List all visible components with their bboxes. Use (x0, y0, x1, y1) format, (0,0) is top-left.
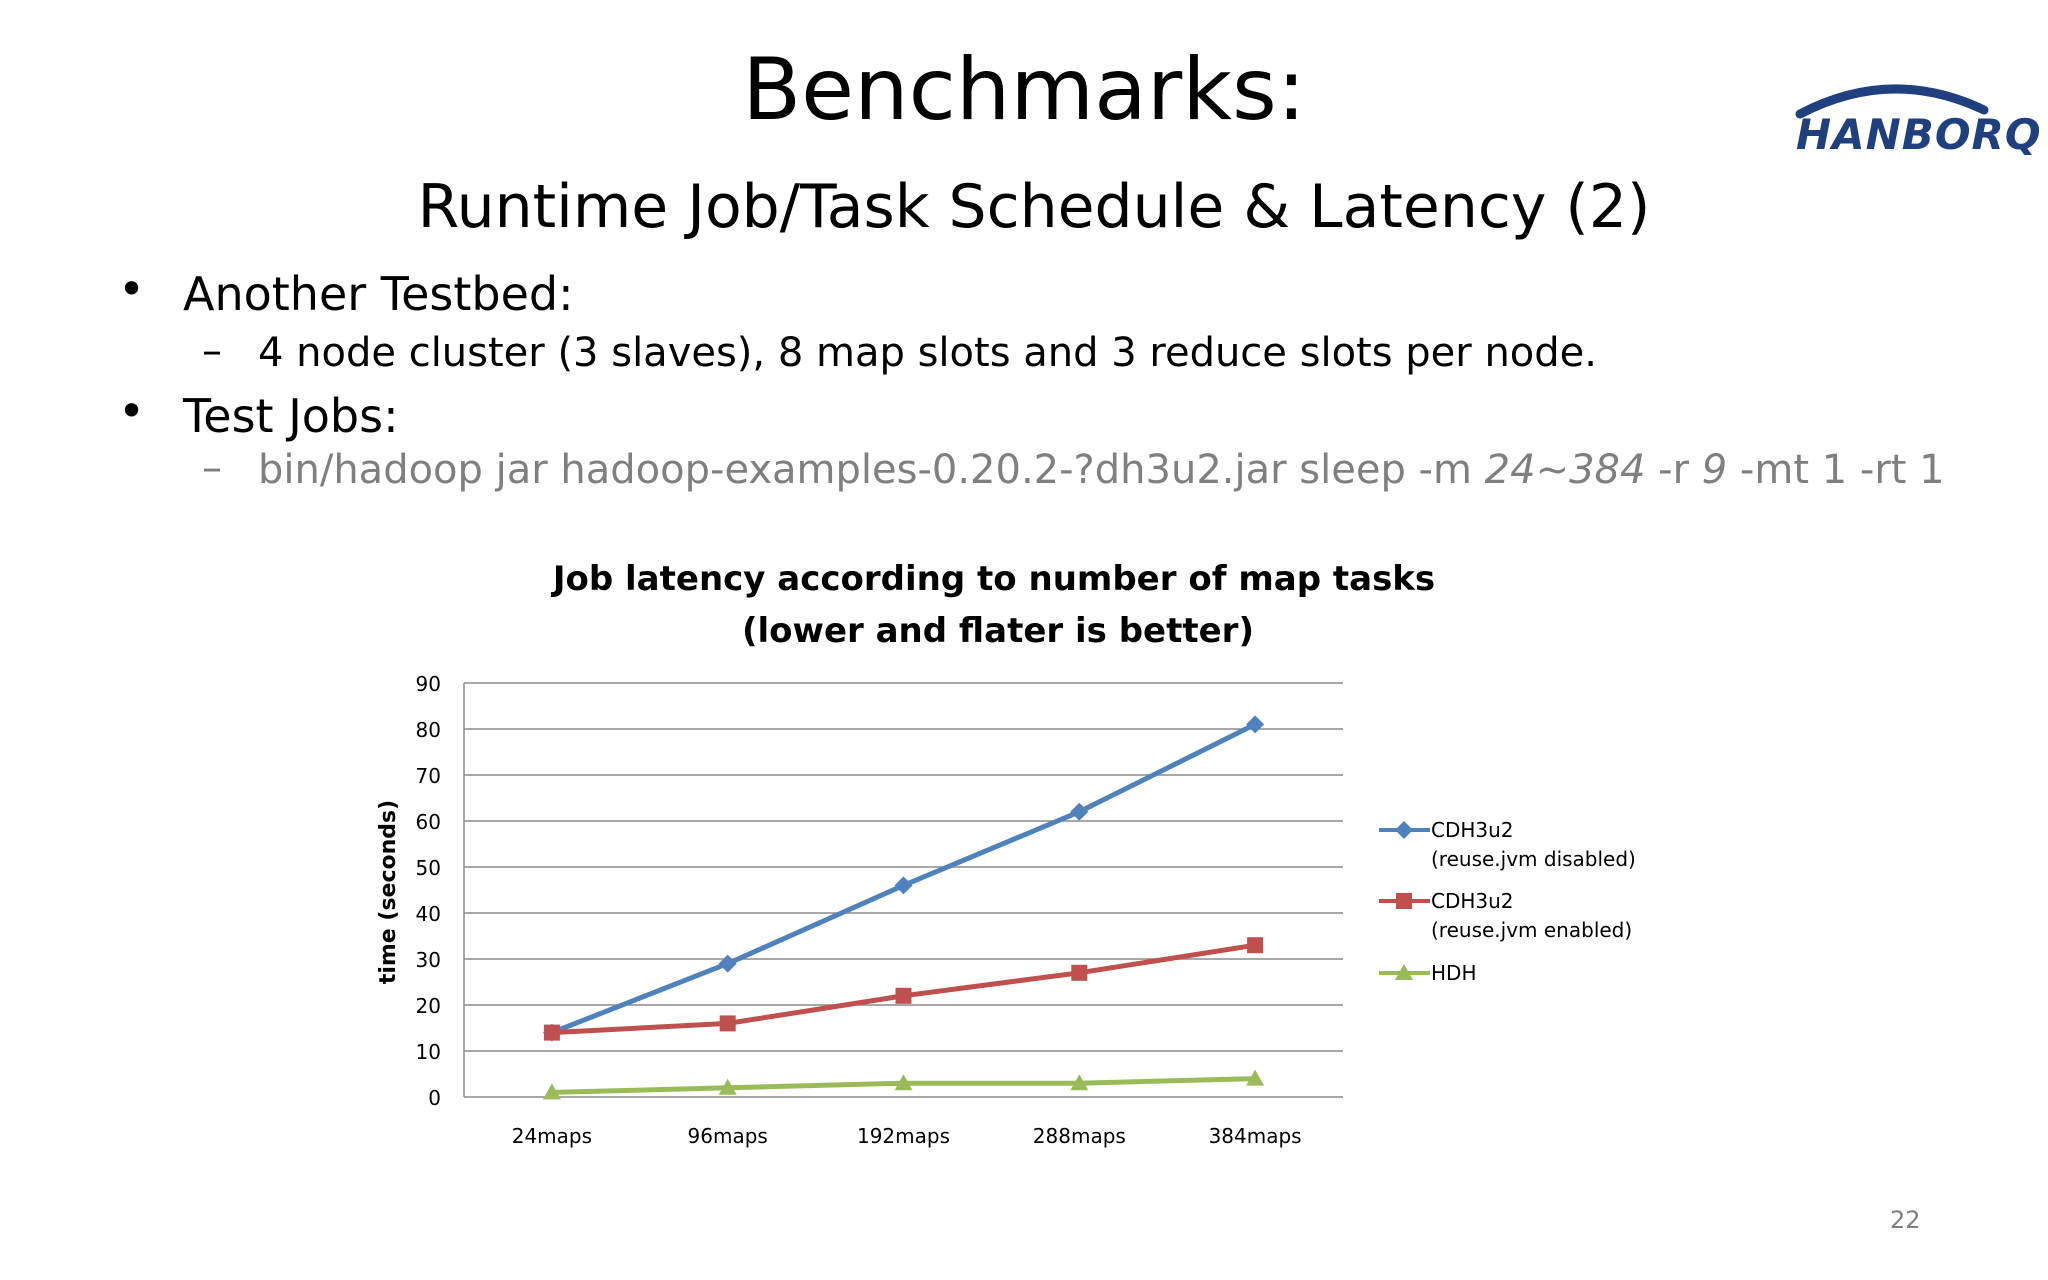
data-point (719, 1015, 736, 1032)
data-point (1246, 715, 1265, 734)
data-point (894, 1074, 913, 1091)
grid-layer: 0 10 20 30 40 50 60 70 80 90 24maps 96maps 192maps 28… (416, 672, 1343, 1148)
y-tick-label: 10 (416, 1040, 441, 1064)
x-tick-label: 288maps (1033, 1124, 1126, 1148)
data-point (1071, 964, 1088, 981)
data-point (718, 1078, 737, 1095)
bullet-dot: • (118, 262, 146, 316)
data-point (895, 987, 912, 1004)
data-point (1246, 1069, 1265, 1086)
y-tick-label: 0 (428, 1086, 441, 1110)
x-tick-label: 384maps (1209, 1124, 1302, 1148)
page-number: 22 (1890, 1206, 1921, 1234)
command-prefix: bin/hadoop jar hadoop-examples-0.20.2-?d… (258, 447, 1485, 493)
y-tick-label: 90 (416, 672, 441, 696)
data-point (543, 1024, 560, 1041)
x-tick-label: 24maps (512, 1124, 592, 1148)
bullet-another-testbed: Another Testbed: (183, 267, 574, 321)
data-point (894, 876, 913, 895)
slide-subtitle: Runtime Job/Task Schedule & Latency (2) (417, 172, 1651, 242)
y-tick-label: 70 (416, 764, 441, 788)
sub-bullet-command: bin/hadoop jar hadoop-examples-0.20.2-?d… (258, 445, 1945, 495)
series-layer (542, 715, 1265, 1100)
legend-label: CDH3u2 (1431, 818, 1514, 842)
y-tick-label: 40 (416, 902, 441, 926)
command-maps: 24~384 (1484, 447, 1646, 493)
bullet-dash: – (202, 328, 222, 374)
bullet-test-jobs: Test Jobs: (183, 389, 399, 443)
slide-title: Benchmarks: (742, 40, 1306, 140)
legend-swatch-marker (1396, 893, 1412, 909)
data-point (1070, 1074, 1089, 1091)
legend-swatch-marker (1395, 821, 1413, 839)
sub-bullet-cluster: 4 node cluster (3 slaves), 8 map slots a… (258, 330, 1597, 376)
command-suffix: -mt 1 -rt 1 (1727, 447, 1945, 493)
y-axis-label: time (seconds) (376, 800, 401, 984)
command-mid: -r (1645, 447, 1702, 493)
y-tick-label: 60 (416, 810, 441, 834)
y-tick-label: 20 (416, 994, 441, 1018)
legend-swatch-marker (1395, 964, 1413, 980)
chart-subtitle: (lower and flater is better) (742, 611, 1254, 651)
y-tick-label: 30 (416, 948, 441, 972)
x-tick-label: 192maps (857, 1124, 950, 1148)
bullet-dot: • (118, 384, 146, 438)
data-point (1247, 937, 1264, 954)
y-tick-label: 50 (416, 856, 441, 880)
legend-label-detail: (reuse.jvm disabled) (1431, 847, 1636, 871)
legend-label: CDH3u2 (1431, 889, 1514, 913)
command-reduces: 9 (1701, 447, 1728, 493)
legend-label-detail: (reuse.jvm enabled) (1431, 918, 1632, 942)
data-point (718, 954, 737, 973)
chart-title: Job latency according to number of map t… (551, 559, 1435, 599)
logo-arc-icon (1795, 84, 1989, 119)
data-point (1070, 802, 1089, 821)
legend-label: HDH (1431, 961, 1476, 985)
x-tick-label: 96maps (688, 1124, 768, 1148)
y-tick-label: 80 (416, 718, 441, 742)
data-point (542, 1083, 561, 1100)
bullet-dash: – (202, 445, 222, 491)
chart-legend: CDH3u2 (reuse.jvm disabled) CDH3u2 (reuse.j… (1379, 818, 1636, 985)
